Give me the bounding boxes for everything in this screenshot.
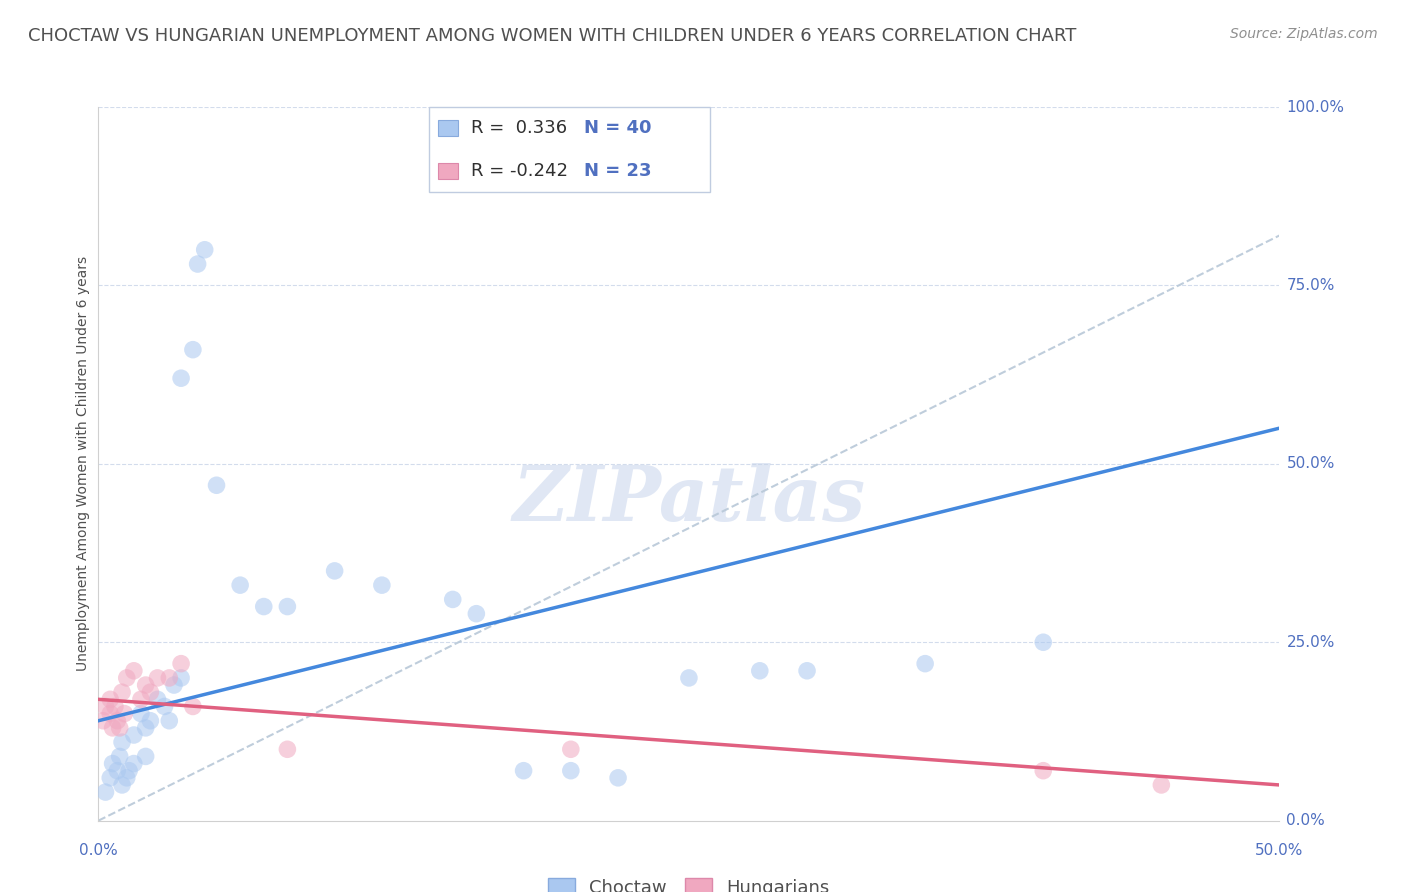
Point <box>560 764 582 778</box>
Point <box>371 578 394 592</box>
Y-axis label: Unemployment Among Women with Children Under 6 years: Unemployment Among Women with Children U… <box>76 256 90 672</box>
Point <box>98 692 121 706</box>
Point <box>748 664 770 678</box>
Point <box>101 721 124 735</box>
Point <box>115 771 138 785</box>
Point <box>170 657 193 671</box>
Point <box>157 714 180 728</box>
Point <box>94 699 117 714</box>
Point <box>105 714 128 728</box>
Point <box>914 657 936 671</box>
Text: CHOCTAW VS HUNGARIAN UNEMPLOYMENT AMONG WOMEN WITH CHILDREN UNDER 6 YEARS CORREL: CHOCTAW VS HUNGARIAN UNEMPLOYMENT AMONG … <box>28 27 1077 45</box>
Point <box>229 578 252 592</box>
Point <box>94 785 117 799</box>
Point <box>146 671 169 685</box>
Point <box>276 599 298 614</box>
Text: 75.0%: 75.0% <box>1286 278 1334 293</box>
Text: 50.0%: 50.0% <box>1286 457 1334 471</box>
Point <box>115 671 138 685</box>
Point <box>122 664 145 678</box>
Point <box>796 664 818 678</box>
Point <box>607 771 630 785</box>
Point <box>153 699 176 714</box>
Point <box>441 592 464 607</box>
Point <box>122 728 145 742</box>
Point <box>112 706 135 721</box>
Point <box>163 678 186 692</box>
Text: N = 40: N = 40 <box>583 120 651 137</box>
Point <box>512 764 534 778</box>
Point <box>205 478 228 492</box>
Point <box>276 742 298 756</box>
Point <box>129 706 152 721</box>
Point <box>253 599 276 614</box>
Point <box>678 671 700 685</box>
Point <box>323 564 346 578</box>
Point <box>181 343 204 357</box>
Point <box>465 607 488 621</box>
Point <box>187 257 209 271</box>
Point <box>170 671 193 685</box>
Text: Source: ZipAtlas.com: Source: ZipAtlas.com <box>1230 27 1378 41</box>
Text: 50.0%: 50.0% <box>1256 843 1303 858</box>
Text: R = -0.242: R = -0.242 <box>471 161 568 179</box>
Point <box>111 778 134 792</box>
Point <box>181 699 204 714</box>
Point <box>194 243 217 257</box>
Point <box>139 685 162 699</box>
Point <box>560 742 582 756</box>
Point <box>1150 778 1173 792</box>
Point <box>129 692 152 706</box>
Point <box>104 699 127 714</box>
Point <box>135 678 157 692</box>
Text: ZIPatlas: ZIPatlas <box>512 463 866 536</box>
Point <box>111 685 134 699</box>
Legend: Choctaw, Hungarians: Choctaw, Hungarians <box>541 871 837 892</box>
Text: 0.0%: 0.0% <box>79 843 118 858</box>
Point <box>98 771 121 785</box>
Point <box>118 764 141 778</box>
Point <box>98 706 121 721</box>
Point <box>91 714 114 728</box>
Point <box>105 764 128 778</box>
Text: 25.0%: 25.0% <box>1286 635 1334 649</box>
Text: 0.0%: 0.0% <box>1286 814 1326 828</box>
Point <box>122 756 145 771</box>
Point <box>108 721 131 735</box>
Point <box>135 721 157 735</box>
Point <box>1032 635 1054 649</box>
Point <box>139 714 162 728</box>
Point <box>146 692 169 706</box>
Point <box>170 371 193 385</box>
Text: R =  0.336: R = 0.336 <box>471 120 568 137</box>
Point <box>101 756 124 771</box>
Text: N = 23: N = 23 <box>583 161 651 179</box>
Point <box>111 735 134 749</box>
Text: 100.0%: 100.0% <box>1286 100 1344 114</box>
Point <box>108 749 131 764</box>
Point <box>135 749 157 764</box>
Point <box>1032 764 1054 778</box>
Point <box>157 671 180 685</box>
